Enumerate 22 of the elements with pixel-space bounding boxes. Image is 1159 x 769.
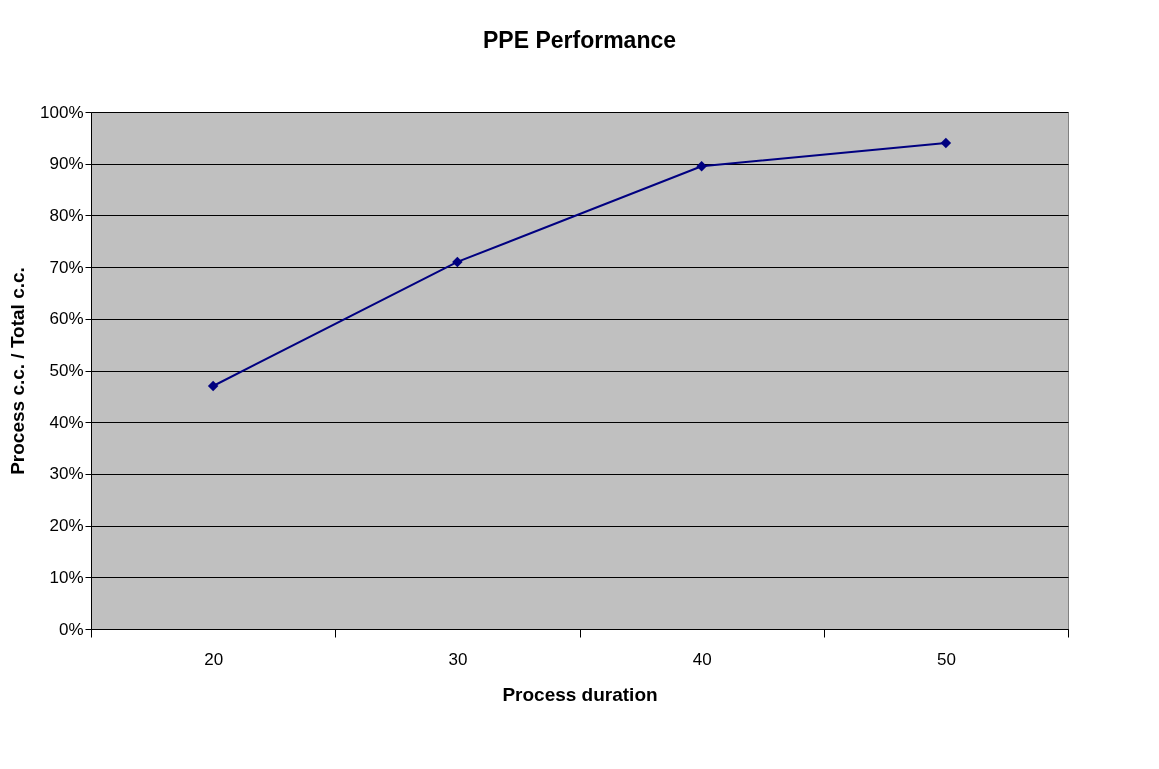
y-tick-label: 30%: [49, 464, 84, 484]
point: [207, 380, 219, 392]
y-tick-label: 100%: [40, 102, 84, 122]
y-axis-title: Process c.c. / Total c.c.: [7, 267, 29, 475]
point: [696, 161, 707, 172]
point: [452, 256, 463, 268]
x-tick-label: 20: [204, 649, 224, 669]
y-tick-label: 20%: [49, 516, 84, 536]
point: [940, 137, 952, 149]
y-tick-label: 60%: [49, 309, 84, 329]
x-tick-label: 30: [448, 649, 468, 669]
x-tick-label: 40: [692, 649, 712, 669]
y-tick-label: 40%: [49, 412, 84, 432]
y-tick-label: 0%: [58, 619, 84, 639]
y-tick-label: 80%: [49, 205, 84, 225]
x-axis-title: Process duration: [502, 683, 658, 705]
y-tick-label: 50%: [49, 361, 84, 380]
chart-title: PPE Performance: [482, 27, 677, 53]
y-tick-label: 10%: [49, 567, 84, 587]
x-tick-label: 50: [936, 649, 956, 669]
y-tick-label: 90%: [49, 154, 84, 174]
y-tick-label: 70%: [49, 257, 84, 277]
